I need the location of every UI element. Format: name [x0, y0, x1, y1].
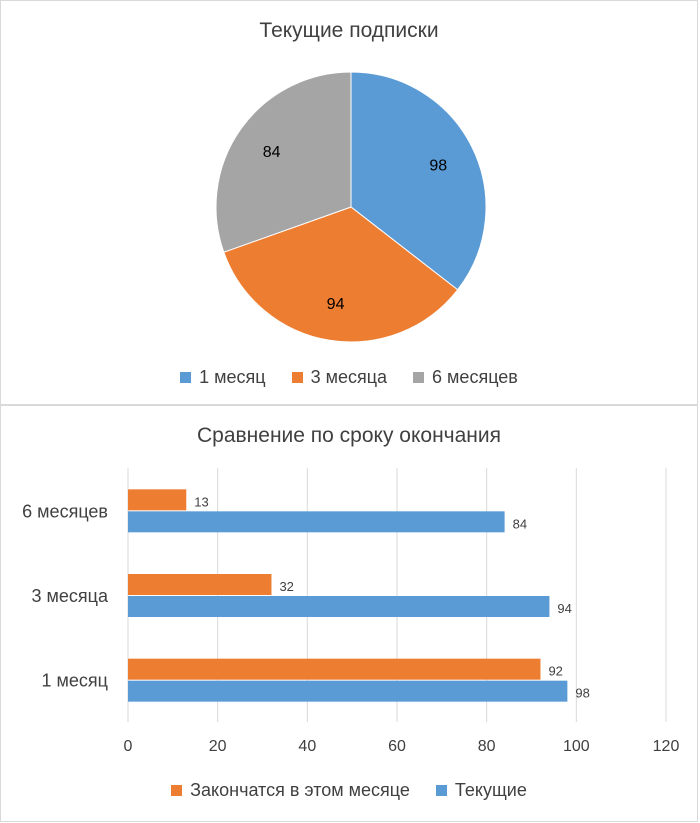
- pie-legend-item: 1 месяц: [180, 367, 266, 388]
- bar-legend-item: Текущие: [435, 780, 527, 801]
- bar-legend-item: Закончатся в этом месяце: [171, 780, 410, 801]
- y-category-label: 1 месяц: [42, 671, 108, 691]
- bar-data-label: 98: [575, 686, 589, 701]
- bar-legend: Закончатся в этом месяце Текущие: [1, 780, 697, 801]
- bar: [128, 658, 541, 680]
- legend-swatch: [413, 372, 425, 383]
- x-tick-label: 40: [298, 738, 316, 755]
- pie-data-label: 84: [263, 144, 281, 161]
- pie-chart: 98 94 84: [215, 71, 487, 343]
- legend-swatch: [180, 372, 192, 383]
- legend-label: Текущие: [454, 780, 527, 800]
- x-tick-label: 100: [563, 738, 590, 755]
- pie-chart-title: Текущие подписки: [259, 19, 439, 42]
- legend-label: 1 месяц: [199, 367, 266, 387]
- x-tick-label: 80: [478, 738, 496, 755]
- pie-data-label: 94: [327, 296, 345, 313]
- x-tick-label: 60: [388, 738, 406, 755]
- pie-slice: [350, 71, 487, 291]
- bar: [128, 511, 505, 533]
- pie-legend-item: 6 месяцев: [413, 367, 518, 388]
- bar-data-label: 32: [279, 579, 293, 594]
- pie-slice: [223, 206, 459, 343]
- legend-label: Закончатся в этом месяце: [190, 780, 410, 800]
- y-category-label: 6 месяцев: [22, 501, 108, 521]
- y-category-label: 3 месяца: [32, 586, 109, 606]
- bar-data-label: 92: [548, 664, 562, 679]
- bar: [128, 596, 550, 617]
- legend-label: 6 месяцев: [432, 367, 518, 387]
- bar-chart: 0 20 40 60 80 100 120 1 месяц 92 98 3 месяца 32 94 6 …: [22, 468, 680, 755]
- legend-swatch: [435, 785, 447, 796]
- legend-swatch: [171, 785, 183, 796]
- bar-chart-title: Сравнение по сроку окончания: [197, 424, 501, 447]
- bar-data-label: 94: [557, 601, 571, 616]
- legend-swatch: [291, 372, 303, 383]
- x-tick-label: 0: [124, 738, 133, 755]
- legend-label: 3 месяца: [310, 367, 388, 387]
- pie-data-label: 98: [429, 157, 447, 174]
- bar-data-label: 84: [513, 516, 527, 531]
- pie-legend-item: 3 месяца: [291, 367, 388, 388]
- bar-chart-panel: Сравнение по сроку окончания 0 20 40 60 80 10…: [0, 405, 698, 822]
- pie-chart-panel: Текущие подписки 98 94 84 1 месяц 3 месяца 6…: [0, 0, 698, 405]
- bar-data-label: 13: [194, 494, 208, 509]
- pie-legend: 1 месяц 3 месяца 6 месяцев: [1, 367, 697, 388]
- x-tick-label: 120: [653, 738, 680, 755]
- bar: [128, 574, 272, 595]
- pie-slice: [215, 71, 352, 253]
- bar: [128, 489, 187, 511]
- bar: [128, 680, 568, 702]
- x-tick-label: 20: [209, 738, 227, 755]
